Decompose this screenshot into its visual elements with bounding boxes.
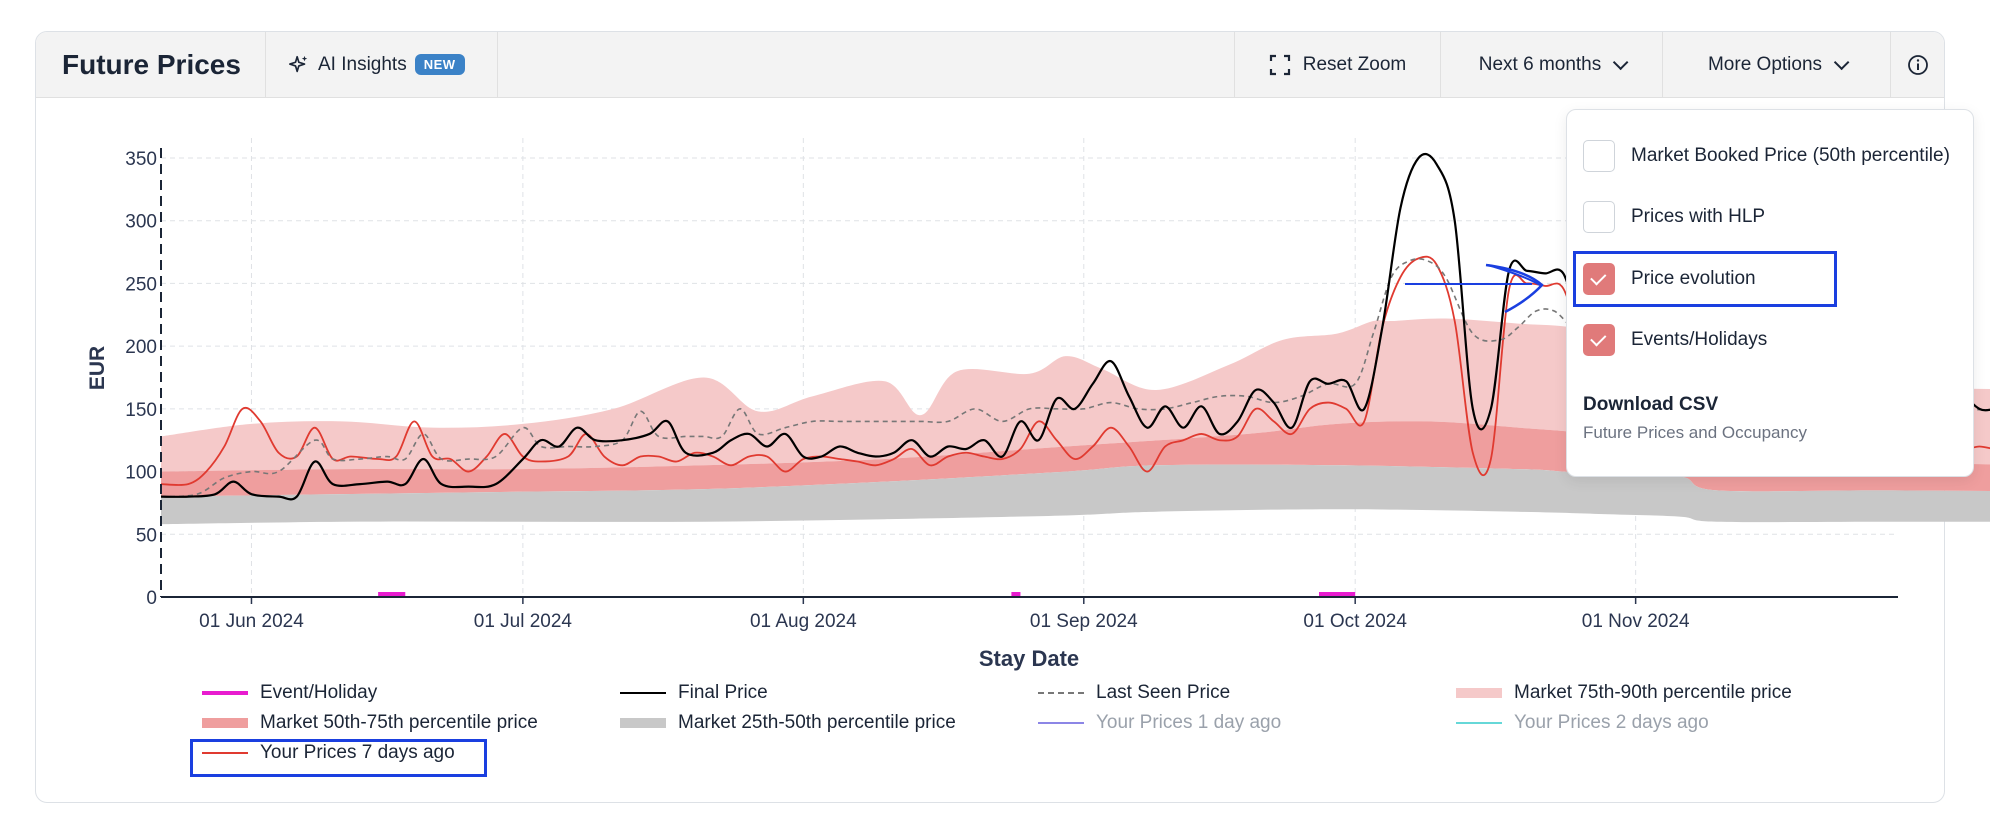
more-options-button[interactable]: More Options — [1662, 32, 1890, 97]
legend-label: Market 50th-75th percentile price — [260, 712, 538, 733]
event-marker — [1319, 592, 1356, 597]
checkbox-prices-with-hlp[interactable] — [1583, 201, 1615, 233]
y-tick-label: 50 — [136, 525, 157, 546]
y-tick-label: 150 — [125, 400, 157, 421]
x-axis-label: Stay Date — [979, 646, 1079, 671]
legend-label: Market 75th-90th percentile price — [1514, 682, 1792, 703]
option-events-holidays[interactable]: Events/Holidays — [1583, 323, 1767, 357]
card-header: Future Prices AI Insights NEW Reset Zoom… — [36, 32, 1944, 98]
option-market-booked-price[interactable]: Market Booked Price (50th percentile) — [1583, 139, 1950, 173]
legend-swatch — [620, 718, 666, 728]
legend-item-1-day-ago[interactable]: Your Prices 1 day ago — [1038, 712, 1281, 734]
chart-axes: 0 50 100 150 200 250 300 350 01 Jun 2024 01 Jul 2… — [125, 148, 1898, 632]
more-options-dropdown: Market Booked Price (50th percentile) Pr… — [1566, 109, 1974, 477]
legend-swatch — [620, 692, 666, 694]
legend-item-final-price[interactable]: Final Price — [620, 682, 768, 704]
option-label: Prices with HLP — [1631, 206, 1766, 227]
date-range-select[interactable]: Next 6 months — [1440, 32, 1662, 97]
series-7-days-ago — [160, 255, 1990, 486]
option-label: Price evolution — [1631, 268, 1756, 289]
y-tick-label: 100 — [125, 463, 157, 484]
legend-label: Last Seen Price — [1096, 682, 1231, 703]
page-title: Future Prices — [36, 32, 266, 97]
legend-item-7-days-ago[interactable]: Your Prices 7 days ago — [202, 742, 455, 764]
legend-label: Final Price — [678, 682, 768, 703]
legend-label: Your Prices 7 days ago — [260, 742, 455, 763]
checkbox-market-booked-price[interactable] — [1583, 140, 1615, 172]
legend-item-p75-90[interactable]: Market 75th-90th percentile price — [1456, 682, 1792, 704]
option-label: Market Booked Price (50th percentile) — [1631, 145, 1950, 166]
legend-label: Market 25th-50th percentile price — [678, 712, 956, 733]
y-axis-label: EUR — [86, 346, 109, 390]
legend-item-event[interactable]: Event/Holiday — [202, 682, 377, 704]
option-price-evolution[interactable]: Price evolution — [1583, 262, 1756, 296]
x-tick-label: 01 Oct 2024 — [1303, 611, 1407, 632]
legend-swatch — [1038, 722, 1084, 724]
band-p75-90 — [161, 318, 1990, 472]
legend-label: Your Prices 1 day ago — [1096, 712, 1282, 733]
x-tick-label: 01 Aug 2024 — [750, 611, 857, 632]
option-highlight-box — [1573, 251, 1837, 307]
legend-label: Event/Holiday — [260, 682, 378, 703]
reset-zoom-label: Reset Zoom — [1302, 53, 1407, 75]
fullscreen-icon — [1269, 54, 1290, 75]
checkbox-events-holidays[interactable] — [1583, 324, 1615, 356]
reset-zoom-button[interactable]: Reset Zoom — [1234, 32, 1440, 97]
series-last-seen-price — [160, 258, 1990, 498]
legend-swatch — [202, 718, 248, 728]
y-tick-label: 300 — [125, 212, 157, 233]
option-label: Events/Holidays — [1631, 329, 1768, 350]
checkbox-price-evolution[interactable] — [1583, 263, 1615, 295]
legend-swatch — [1038, 692, 1084, 694]
event-marker — [1011, 592, 1021, 597]
x-tick-label: 01 Nov 2024 — [1582, 611, 1690, 632]
y-tick-label: 0 — [146, 588, 157, 609]
new-badge: NEW — [414, 54, 465, 75]
option-prices-with-hlp[interactable]: Prices with HLP — [1583, 200, 1765, 234]
legend-item-last-seen[interactable]: Last Seen Price — [1038, 682, 1230, 704]
x-tick-label: 01 Jul 2024 — [474, 611, 573, 632]
sparkle-icon — [289, 55, 308, 72]
price-lines — [160, 152, 1990, 501]
y-tick-label: 350 — [125, 149, 157, 170]
download-csv-subtitle: Future Prices and Occupancy — [1583, 423, 1807, 442]
ai-insights-label: AI Insights — [318, 53, 407, 75]
legend-highlight-box — [190, 739, 487, 777]
annotation-arrow — [1405, 263, 1544, 314]
more-options-label: More Options — [1707, 53, 1823, 75]
legend-item-p25-50[interactable]: Market 25th-50th percentile price — [620, 712, 956, 734]
info-button[interactable] — [1890, 32, 1944, 97]
event-marker — [378, 592, 406, 597]
band-p25-50 — [161, 464, 1990, 525]
legend-swatch — [1456, 688, 1502, 698]
series-final-price — [160, 152, 1990, 501]
download-csv-link[interactable]: Download CSV — [1583, 394, 1719, 415]
event-markers — [378, 592, 1356, 597]
legend-swatch — [202, 691, 248, 695]
y-tick-label: 200 — [125, 337, 157, 358]
legend-item-p50-75[interactable]: Market 50th-75th percentile price — [202, 712, 538, 734]
info-icon — [1907, 54, 1928, 75]
legend-swatch — [1456, 722, 1502, 724]
legend-item-2-days-ago[interactable]: Your Prices 2 days ago — [1456, 712, 1709, 734]
ai-insights-tab[interactable]: AI Insights NEW — [266, 32, 498, 97]
legend-swatch — [202, 752, 248, 754]
x-tick-label: 01 Jun 2024 — [199, 611, 304, 632]
date-range-label: Next 6 months — [1478, 53, 1602, 75]
y-tick-label: 250 — [125, 274, 157, 295]
legend-label: Your Prices 2 days ago — [1514, 712, 1709, 733]
x-tick-label: 01 Sep 2024 — [1030, 611, 1138, 632]
